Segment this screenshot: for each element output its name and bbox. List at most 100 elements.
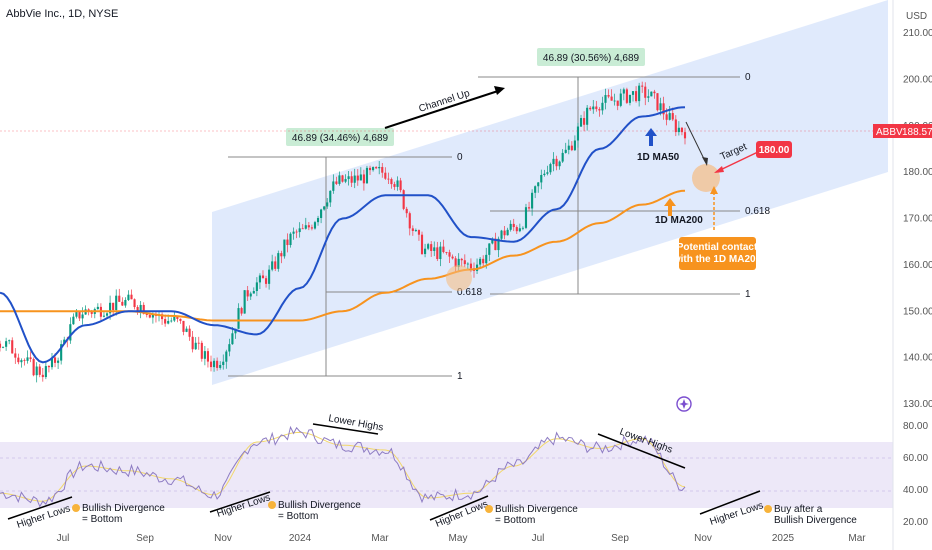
candle-body [433,247,436,251]
candle-body [552,158,555,165]
channel-up-band [212,0,888,385]
candle-body [350,176,353,183]
candle-body [625,89,628,103]
candle-body [11,340,14,354]
fib2-level-0: 0 [745,72,751,83]
candle-body [622,89,625,94]
candle-body [197,342,200,344]
candle-body [0,343,2,348]
candle-body [628,94,632,103]
measure-label-2: 46.89 (30.56%) 4,689 [543,53,640,64]
candle-body [503,230,506,236]
candle-body [17,357,20,363]
candle-body [644,86,647,98]
candle-body [75,311,78,317]
time-tick-label: Nov [694,533,712,544]
candle-body [674,119,677,133]
candle-body [301,228,304,230]
time-tick-label: May [449,533,468,544]
candle-body [436,247,439,260]
time-tick-label: Mar [371,533,389,544]
candle-body [671,113,674,120]
candle-body [167,320,170,324]
candle-body [57,360,60,363]
candle-body [133,299,136,308]
candle-body [182,320,185,332]
candle-body [38,366,41,375]
candle-body [118,295,121,302]
candle-body [521,227,524,229]
candle-body [329,190,332,203]
candle-body [102,315,106,317]
candle-body [457,258,460,267]
candle-body [442,246,445,253]
candle-body [479,258,482,265]
chart-title: AbbVie Inc., 1D, NYSE [6,8,119,20]
time-tick-label: Nov [214,533,232,544]
candle-body [589,107,592,110]
candle-body [475,264,479,271]
candle-body [445,252,448,253]
candle-body [555,158,558,167]
candle-body [570,145,573,151]
fib-retracement-2: 0 0.618 1 [478,72,770,300]
rsi-axis: 20.00 40.00 60.00 80.00 [903,421,928,528]
candle-body [549,164,552,173]
candle-body [381,166,384,173]
candle-body [231,333,234,345]
time-tick-label: Sep [611,533,629,544]
candle-body [124,299,127,306]
candle-body [261,275,265,279]
time-tick-label: Mar [848,533,866,544]
candle-body [127,294,130,300]
candle-body [252,291,255,294]
candle-body [595,106,598,110]
candle-body [63,339,66,345]
ma50-label: 1D MA50 [637,152,680,163]
candle-body [567,145,570,150]
candle-body [359,174,362,181]
currency-label: USD [906,11,927,22]
candle-body [607,95,610,97]
candle-body [387,178,390,180]
candle-body [47,366,50,368]
candle-body [277,253,280,269]
candle-body [583,118,586,125]
candle-body [203,351,206,359]
time-tick-label: 2025 [772,533,795,544]
ma200-label: 1D MA200 [655,215,703,226]
candle-body [72,316,75,325]
candle-body [384,172,387,179]
candle-body [488,243,491,255]
candle-body [659,103,662,111]
candle-body [81,314,84,319]
candle-body [115,295,118,311]
buy-after-line2: Bullish Divergence [774,515,857,526]
candle-body [466,263,469,265]
ma200-touch-circle-1 [446,265,472,291]
bullish-div-1-line2: = Bottom [82,514,122,525]
candle-body [109,302,112,314]
candle-body [573,140,576,151]
candle-body [130,294,133,300]
candle-body [145,313,148,315]
candle-body [430,244,433,251]
candle-body [320,209,323,218]
candle-body [356,175,359,181]
price-tick-label: 200.00 [903,74,932,85]
candle-body [540,174,543,183]
candle-body [206,351,210,362]
candle-body [451,256,454,259]
ma200-line [0,189,686,322]
bullish-div-3-line2: = Bottom [495,515,535,526]
time-tick-label: Jul [532,533,545,544]
candle-body [592,106,595,110]
candle-body [44,366,47,378]
candle-body [368,167,372,171]
fib1-level-618: 0.618 [457,287,482,298]
candle-body [531,192,534,209]
candle-body [185,328,188,332]
candle-body [454,258,457,267]
candle-body [50,357,54,368]
